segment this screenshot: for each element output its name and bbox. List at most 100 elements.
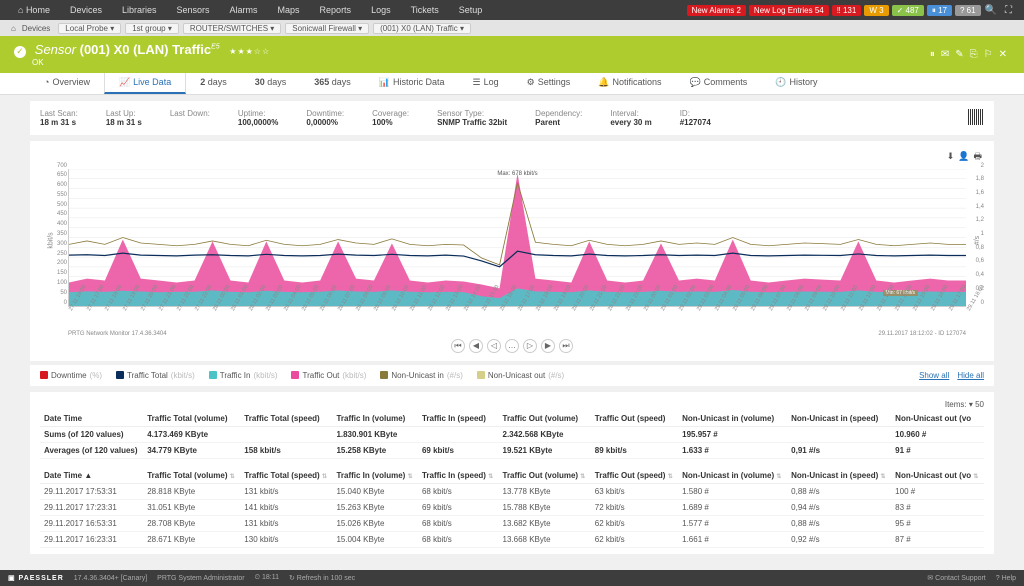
- nav-sensors[interactable]: Sensors: [166, 5, 219, 15]
- header-action-icon[interactable]: ✉: [938, 49, 952, 60]
- nav-logs[interactable]: Logs: [361, 5, 401, 15]
- alert-badge[interactable]: ? 61: [955, 5, 981, 16]
- fullscreen-icon[interactable]: ⛶: [1001, 5, 1016, 16]
- nav-maps[interactable]: Maps: [268, 5, 310, 15]
- tab-history[interactable]: 🕘History: [761, 73, 831, 94]
- tab-comments[interactable]: 💬Comments: [676, 73, 762, 94]
- y-ticks-left: 0501001502002503003504004505005506006507…: [47, 169, 67, 306]
- breadcrumb-item[interactable]: Sonicwall Firewall ▾: [285, 23, 369, 34]
- alert-badge[interactable]: New Alarms 2: [687, 5, 746, 16]
- legend-item[interactable]: Downtime(%): [40, 371, 102, 380]
- chart-tool-icon[interactable]: 🖶: [972, 151, 985, 161]
- column-header[interactable]: Date Time: [40, 411, 143, 427]
- column-header[interactable]: Traffic Total (speed): [240, 411, 332, 427]
- column-header[interactable]: Traffic Total (volume) ⇅: [143, 468, 240, 484]
- hide-all-link[interactable]: Hide all: [957, 371, 984, 380]
- column-header[interactable]: Traffic Total (speed) ⇅: [240, 468, 332, 484]
- column-header[interactable]: Traffic In (speed): [418, 411, 499, 427]
- tab-2-days[interactable]: 2 days: [186, 73, 241, 94]
- column-header-datetime[interactable]: Date Time ▲: [40, 468, 143, 484]
- items-selector[interactable]: Items: ▾ 50: [40, 398, 984, 411]
- tab-365-days[interactable]: 365 days: [300, 73, 365, 94]
- tab-overview[interactable]: ◔Overview: [30, 73, 104, 94]
- legend-item[interactable]: Traffic In(kbit/s): [209, 371, 278, 380]
- pager-button[interactable]: ⏮: [451, 339, 465, 353]
- column-header[interactable]: Non-Unicast out (vo: [891, 411, 984, 427]
- paessler-logo[interactable]: ▣ PAESSLER: [8, 574, 64, 582]
- footer-contact[interactable]: ✉ Contact Support: [927, 574, 985, 582]
- column-header[interactable]: Traffic In (volume): [332, 411, 418, 427]
- alert-badge[interactable]: ‼ 131: [832, 5, 862, 16]
- table-row[interactable]: 29.11.2017 16:23:3128.671 KByte130 kbit/…: [40, 532, 984, 548]
- tab-log[interactable]: ☰Log: [459, 73, 513, 94]
- breadcrumb-home-icon[interactable]: ⌂: [8, 24, 19, 33]
- rating-stars[interactable]: ★★★☆☆: [229, 47, 270, 56]
- legend-item[interactable]: Non-Unicast in(#/s): [380, 371, 462, 380]
- tab-label: Notifications: [612, 77, 661, 87]
- breadcrumb-item[interactable]: ROUTER/SWITCHES ▾: [183, 23, 281, 34]
- alert-badge[interactable]: ✓ 487: [892, 5, 924, 16]
- column-header[interactable]: Traffic Total (volume): [143, 411, 240, 427]
- pager-button[interactable]: ▷: [523, 339, 537, 353]
- column-header[interactable]: Traffic Out (speed): [591, 411, 678, 427]
- column-header[interactable]: Non-Unicast in (speed): [787, 411, 891, 427]
- breadcrumb-devices[interactable]: Devices: [19, 24, 53, 33]
- pager-button[interactable]: ▶: [541, 339, 555, 353]
- table-row[interactable]: 29.11.2017 16:53:3128.708 KByte131 kbit/…: [40, 516, 984, 532]
- avg-label: Averages (of 120 values): [40, 442, 143, 458]
- header-action-icon[interactable]: ✎: [952, 49, 966, 60]
- column-header[interactable]: Traffic Out (volume): [499, 411, 591, 427]
- legend-item[interactable]: Traffic Out(kbit/s): [291, 371, 366, 380]
- breadcrumb-item[interactable]: 1st group ▾: [125, 23, 179, 34]
- footer-refresh[interactable]: ↻ Refresh in 100 sec: [289, 574, 355, 582]
- pager-button[interactable]: ⏭: [559, 339, 573, 353]
- nav-home[interactable]: ⌂ Home: [8, 5, 60, 15]
- header-action-icon[interactable]: ⎘: [967, 49, 981, 60]
- qr-icon[interactable]: [968, 109, 984, 125]
- column-header[interactable]: Non-Unicast in (volume): [678, 411, 787, 427]
- nav-devices[interactable]: Devices: [60, 5, 112, 15]
- column-header[interactable]: Non-Unicast in (speed) ⇅: [787, 468, 891, 484]
- search-icon[interactable]: 🔍: [981, 5, 1001, 16]
- nav-libraries[interactable]: Libraries: [112, 5, 167, 15]
- chart-tool-icon[interactable]: ⬇: [945, 151, 957, 161]
- legend-item[interactable]: Non-Unicast out(#/s): [477, 371, 564, 380]
- alert-badge[interactable]: ⏸ 17: [927, 5, 952, 16]
- pager-button[interactable]: ◁: [487, 339, 501, 353]
- legend-item[interactable]: Traffic Total(kbit/s): [116, 371, 195, 380]
- footer-time: ⏲ 18:11: [255, 574, 279, 582]
- header-action-icon[interactable]: ⚐: [981, 49, 996, 60]
- tab-30-days[interactable]: 30 days: [241, 73, 301, 94]
- header-action-icon[interactable]: ⏸: [927, 49, 938, 60]
- table-row[interactable]: 29.11.2017 17:53:3128.818 KByte131 kbit/…: [40, 484, 984, 500]
- tab-settings[interactable]: ⚙Settings: [513, 73, 585, 94]
- footer-help[interactable]: ? Help: [996, 575, 1016, 582]
- footer-admin[interactable]: PRTG System Administrator: [157, 575, 244, 582]
- sums-label: Sums (of 120 values): [40, 426, 143, 442]
- nav-setup[interactable]: Setup: [449, 5, 493, 15]
- column-header[interactable]: Non-Unicast out (vo ⇅: [891, 468, 984, 484]
- alert-badge[interactable]: W 3: [864, 5, 888, 16]
- column-header[interactable]: Non-Unicast in (volume) ⇅: [678, 468, 787, 484]
- nav-reports[interactable]: Reports: [310, 5, 362, 15]
- pager-button[interactable]: …: [505, 339, 519, 353]
- column-header[interactable]: Traffic Out (volume) ⇅: [499, 468, 591, 484]
- pager-button[interactable]: ◀: [469, 339, 483, 353]
- column-header[interactable]: Traffic Out (speed) ⇅: [591, 468, 678, 484]
- tab-live-data[interactable]: 📈Live Data: [104, 73, 186, 94]
- show-all-link[interactable]: Show all: [919, 371, 949, 380]
- alert-badge[interactable]: New Log Entries 54: [749, 5, 829, 16]
- breadcrumb-item[interactable]: (001) X0 (LAN) Traffic ▾: [373, 23, 471, 34]
- sums-cell: 1.830.901 KByte: [332, 426, 418, 442]
- nav-alarms[interactable]: Alarms: [220, 5, 268, 15]
- nav-tickets[interactable]: Tickets: [401, 5, 449, 15]
- table-row[interactable]: 29.11.2017 17:23:3131.051 KByte141 kbit/…: [40, 500, 984, 516]
- tab-notifications[interactable]: 🔔Notifications: [584, 73, 675, 94]
- tab-historic-data[interactable]: 📊Historic Data: [365, 73, 459, 94]
- header-action-icon[interactable]: ✕: [996, 49, 1010, 60]
- chart-tool-icon[interactable]: 👤: [956, 151, 971, 161]
- avg-cell: 158 kbit/s: [240, 442, 332, 458]
- breadcrumb-item[interactable]: Local Probe ▾: [58, 23, 121, 34]
- column-header[interactable]: Traffic In (speed) ⇅: [418, 468, 499, 484]
- column-header[interactable]: Traffic In (volume) ⇅: [332, 468, 418, 484]
